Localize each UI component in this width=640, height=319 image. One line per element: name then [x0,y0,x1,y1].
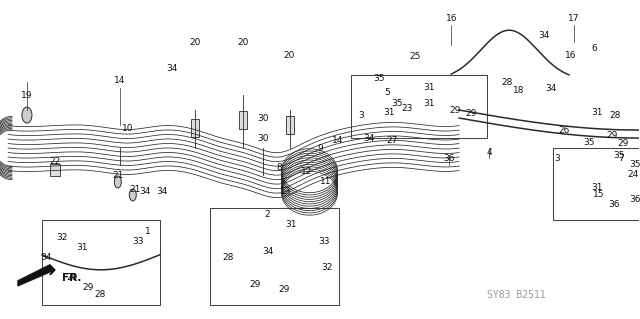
Text: 28: 28 [609,111,621,120]
Text: 29: 29 [279,285,290,294]
Text: 34: 34 [139,188,150,197]
Text: 34: 34 [166,64,177,73]
Text: 35: 35 [629,160,640,169]
Text: 36: 36 [608,200,620,210]
Text: 2: 2 [265,211,270,219]
Text: 17: 17 [568,14,580,23]
Text: 16: 16 [565,51,577,60]
Text: 25: 25 [410,52,421,61]
Text: 27: 27 [387,136,398,145]
Text: 21: 21 [112,172,124,181]
Text: 11: 11 [320,177,332,187]
Text: 29: 29 [465,108,477,118]
Ellipse shape [22,107,32,123]
Text: 3: 3 [554,153,560,162]
Text: 35: 35 [613,151,625,160]
Text: 24: 24 [627,170,639,180]
Text: 34: 34 [364,134,375,143]
Text: 29: 29 [449,106,461,115]
Text: 30: 30 [257,114,268,122]
Text: 34: 34 [538,31,550,40]
Text: 20: 20 [284,51,295,60]
Bar [191,119,198,137]
Polygon shape [18,265,55,286]
Ellipse shape [115,176,122,188]
Text: 29: 29 [249,280,260,289]
Text: 5: 5 [385,88,390,97]
Text: 13: 13 [280,188,291,197]
Text: 34: 34 [545,84,557,93]
Text: 29: 29 [617,138,628,147]
Text: 3: 3 [358,111,364,120]
Text: 10: 10 [122,123,134,133]
Text: 28: 28 [222,253,234,262]
Text: 15: 15 [593,190,605,199]
Text: 14: 14 [332,136,343,145]
Text: 7: 7 [618,153,624,162]
Text: 34: 34 [262,247,273,256]
Text: 31: 31 [383,108,395,116]
Text: 36: 36 [444,153,455,162]
Text: 35: 35 [392,99,403,108]
Text: 8: 8 [276,163,282,173]
Text: 14: 14 [114,76,125,85]
Text: 20: 20 [237,38,248,47]
Text: 35: 35 [583,137,595,146]
Text: 28: 28 [94,290,106,299]
Text: 30: 30 [257,134,268,143]
Bar [351,75,487,138]
Bar [50,164,60,176]
Text: SY83 B2511: SY83 B2511 [487,290,546,300]
Text: 32: 32 [56,234,68,242]
Text: 31: 31 [591,108,603,116]
Text: 29: 29 [82,283,93,292]
Text: 32: 32 [322,263,333,272]
Text: FR.: FR. [62,273,81,283]
Text: 16: 16 [445,14,457,23]
Ellipse shape [129,189,136,201]
Bar [42,220,160,305]
Text: 31: 31 [424,99,435,108]
Text: 34: 34 [156,188,168,197]
Bar [285,116,294,134]
Text: 20: 20 [189,38,200,47]
Text: 26: 26 [558,126,570,135]
Text: 31: 31 [424,83,435,92]
Text: 23: 23 [402,104,413,113]
Bar [553,148,640,220]
Text: 34: 34 [40,253,52,262]
Text: 22: 22 [49,158,61,167]
Text: 1: 1 [145,227,150,236]
Bar [210,208,339,305]
Text: 29: 29 [606,130,618,139]
Text: 18: 18 [513,85,525,95]
Text: 28: 28 [502,78,513,87]
Text: 31: 31 [286,220,297,229]
Text: 31: 31 [76,243,88,252]
Text: 35: 35 [374,74,385,83]
Bar [239,111,246,129]
Text: 9: 9 [317,144,323,152]
Text: 33: 33 [132,237,143,246]
Text: 12: 12 [301,167,312,176]
Text: 6: 6 [591,44,597,53]
Text: 19: 19 [21,91,33,100]
Text: 36: 36 [629,196,640,204]
Text: 4: 4 [486,147,492,157]
Text: 29: 29 [66,273,77,282]
Text: 31: 31 [591,183,603,192]
Text: 21: 21 [129,185,140,195]
Text: 33: 33 [319,237,330,246]
